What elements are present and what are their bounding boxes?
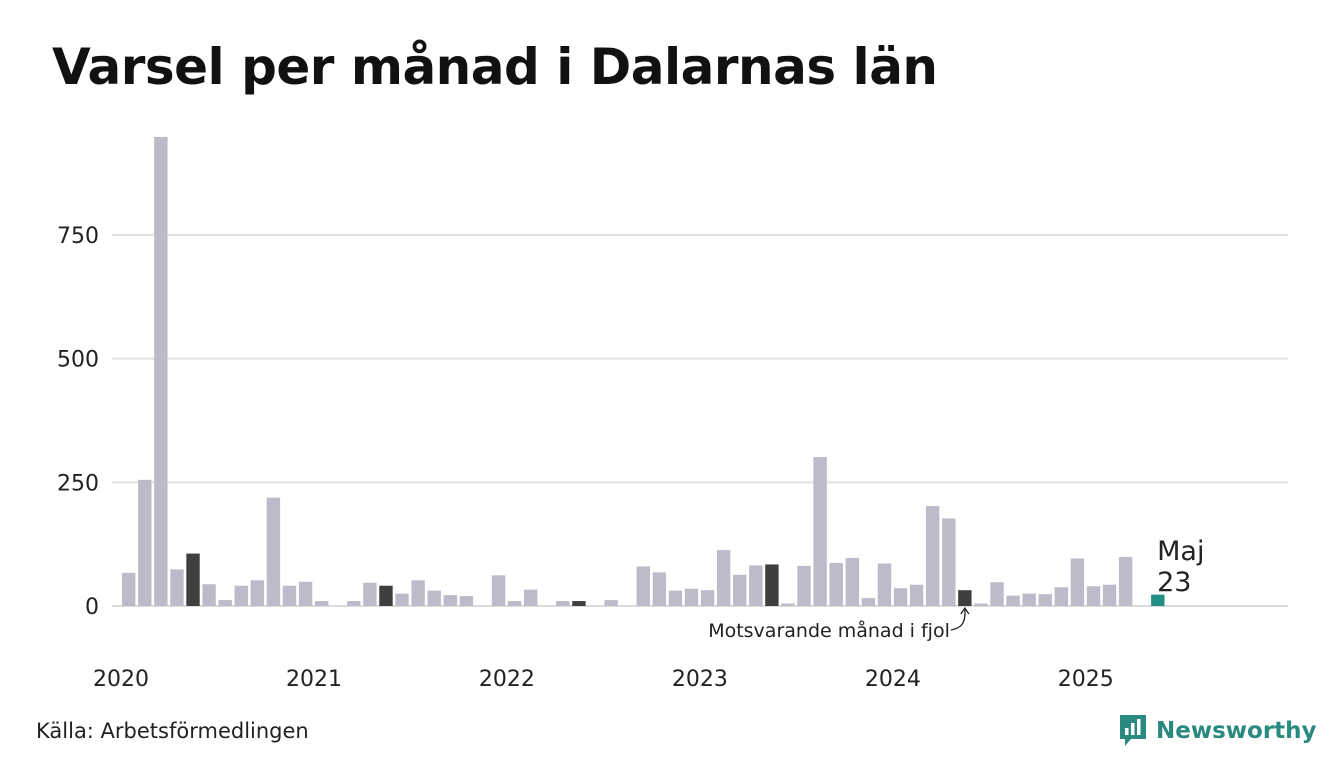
bar-2024-12 xyxy=(1070,558,1085,606)
bar-2022-07 xyxy=(604,600,618,606)
bar-chart: 0 250 500 750 2020 2021 2022 2023 2024 2025 Mots… xyxy=(57,136,1288,692)
bar-2025-01 xyxy=(1086,586,1101,606)
bar-2021-12 xyxy=(491,575,506,606)
bar-2022-09 xyxy=(636,566,650,606)
annotation-arrow xyxy=(950,608,966,631)
bar-2024-08 xyxy=(1006,595,1020,606)
bar-2023-11 xyxy=(861,598,876,606)
latest-value-label: 23 xyxy=(1157,567,1191,598)
bar-2021-09 xyxy=(443,595,457,606)
same-month-bar-2023-05 xyxy=(765,564,779,606)
x-tick-label-2021: 2021 xyxy=(286,667,342,692)
x-tick-label-2024: 2024 xyxy=(865,667,921,692)
bar-2021-07 xyxy=(411,580,425,606)
bar-2021-01 xyxy=(314,601,329,606)
latest-month-label: Maj xyxy=(1157,536,1204,567)
bar-2020-04 xyxy=(170,569,184,606)
bar-2020-03 xyxy=(154,136,168,606)
bar-2024-07 xyxy=(990,582,1004,606)
bar-2022-01 xyxy=(507,601,522,606)
x-axis-ticks: 2020 2021 2022 2023 2024 2025 xyxy=(93,667,1114,692)
same-month-bar-2022-05 xyxy=(572,601,586,606)
same-month-bar-2024-05 xyxy=(958,590,972,606)
bar-2024-09 xyxy=(1022,593,1036,606)
newsworthy-logo-icon xyxy=(1120,715,1146,746)
bar-2023-01 xyxy=(700,590,715,606)
bar-2022-12 xyxy=(684,588,699,606)
bar-2021-06 xyxy=(395,593,409,606)
y-tick-label: 500 xyxy=(57,348,99,373)
bar-2021-08 xyxy=(427,590,441,606)
x-tick-label-2020: 2020 xyxy=(93,667,149,692)
latest-bar-2025-05 xyxy=(1151,594,1165,606)
source-note: Källa: Arbetsförmedlingen xyxy=(36,719,309,743)
bar-2024-03 xyxy=(926,506,940,606)
bar-2023-06 xyxy=(781,603,795,606)
bars xyxy=(122,136,1165,606)
bar-2025-03 xyxy=(1118,557,1133,606)
y-tick-label: 0 xyxy=(85,595,99,620)
bar-2023-12 xyxy=(877,563,892,606)
same-month-bar-2020-05 xyxy=(186,553,200,606)
bar-2023-02 xyxy=(716,550,731,606)
x-tick-label-2023: 2023 xyxy=(672,667,728,692)
bar-2020-08 xyxy=(234,585,248,606)
bar-2020-12 xyxy=(298,581,313,606)
bar-2024-04 xyxy=(942,518,956,606)
bar-2024-11 xyxy=(1054,587,1069,606)
bar-2020-01 xyxy=(122,572,136,606)
bar-2022-02 xyxy=(524,589,538,606)
gridlines xyxy=(112,233,1288,607)
y-tick-label: 250 xyxy=(57,471,99,496)
bar-2022-11 xyxy=(668,590,683,606)
bar-2020-11 xyxy=(282,585,297,606)
annotations: Motsvarande månad i fjol Maj 23 xyxy=(708,536,1204,642)
x-tick-label-2022: 2022 xyxy=(479,667,535,692)
bar-2023-07 xyxy=(797,565,811,606)
bar-2021-04 xyxy=(363,582,377,606)
bar-2023-03 xyxy=(733,574,747,606)
bar-2023-04 xyxy=(749,565,763,606)
brand-logo: Newsworthy xyxy=(1118,713,1317,749)
bar-2020-06 xyxy=(202,584,216,606)
bar-2024-02 xyxy=(909,584,924,606)
bar-2025-02 xyxy=(1102,584,1117,606)
bar-2020-09 xyxy=(250,580,265,606)
annotation-arrowhead xyxy=(960,606,970,615)
bar-2021-10 xyxy=(459,596,474,606)
bar-2023-09 xyxy=(829,562,843,606)
bar-2023-10 xyxy=(845,558,859,606)
bar-2020-10 xyxy=(266,497,281,606)
bar-2023-08 xyxy=(813,457,827,606)
bar-2020-07 xyxy=(218,600,232,606)
bar-2024-01 xyxy=(893,588,908,606)
brand-name: Newsworthy xyxy=(1156,718,1317,744)
y-axis-ticks: 0 250 500 750 xyxy=(57,224,99,620)
bar-2024-10 xyxy=(1038,594,1052,606)
y-tick-label: 750 xyxy=(57,224,99,249)
chart-title: Varsel per månad i Dalarnas län xyxy=(52,38,938,96)
same-month-bar-2021-05 xyxy=(379,585,393,606)
bar-2022-10 xyxy=(652,572,667,606)
x-tick-label-2025: 2025 xyxy=(1058,667,1114,692)
bar-2020-02 xyxy=(138,479,152,606)
bar-2021-03 xyxy=(347,601,361,606)
annotation-label: Motsvarande månad i fjol xyxy=(708,619,950,642)
bar-2024-06 xyxy=(974,603,988,606)
bar-2022-04 xyxy=(556,601,570,606)
